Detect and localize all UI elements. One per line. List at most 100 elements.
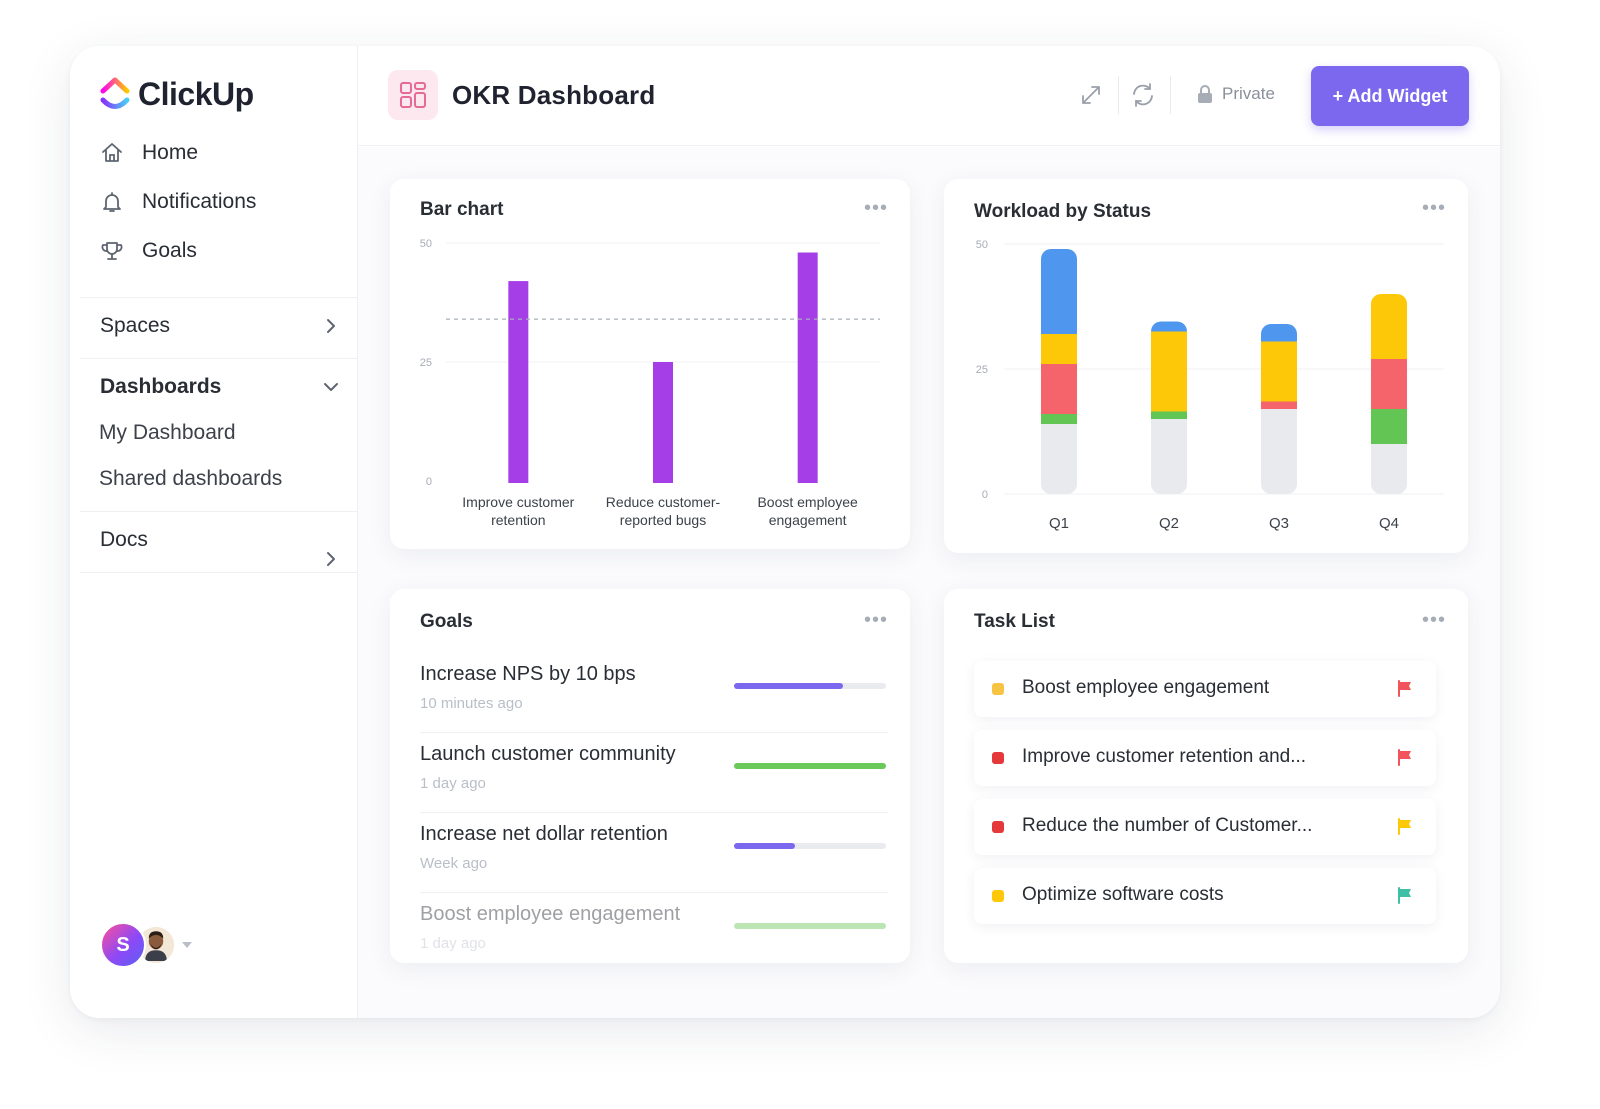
- category-label: Improve customer: [462, 494, 574, 510]
- y-tick-label: 0: [982, 489, 988, 501]
- task-row[interactable]: Reduce the number of Customer...: [974, 799, 1436, 855]
- stacked-bar[interactable]: [1371, 294, 1407, 494]
- bar-segment: [1371, 409, 1407, 444]
- user-switcher[interactable]: S: [100, 922, 192, 968]
- add-widget-button[interactable]: + Add Widget: [1311, 66, 1469, 126]
- bar-chart: 0 25 50 Improve customer retention Reduce cus…: [420, 238, 880, 528]
- category-label: Q4: [1379, 515, 1399, 532]
- nav-notifications-label: Notifications: [142, 190, 257, 213]
- flag-icon[interactable]: [1396, 817, 1414, 835]
- nav-goals[interactable]: Goals: [100, 239, 197, 263]
- flag-icon[interactable]: [1396, 886, 1414, 904]
- bar[interactable]: [653, 362, 673, 483]
- chevron-right-icon: [327, 552, 335, 566]
- category-label: engagement: [769, 512, 847, 528]
- bar-segment: [1041, 249, 1077, 334]
- sidebar-divider: [80, 297, 376, 298]
- dashboards-label: Dashboards: [100, 375, 222, 398]
- stacked-bar[interactable]: [1151, 321, 1187, 495]
- nav-home-label: Home: [142, 141, 199, 164]
- flag-icon[interactable]: [1396, 748, 1414, 766]
- goal-time: 10 minutes ago: [420, 695, 523, 712]
- task-list-card: Task List ••• Boost employee engagement I…: [944, 589, 1468, 963]
- brand-name: ClickUp: [138, 76, 254, 112]
- goal-row[interactable]: Boost employee engagement 1 day ago: [420, 893, 888, 963]
- dashboard-icon: [388, 70, 438, 120]
- bar-segment: [1151, 321, 1187, 332]
- goal-progress-fill: [734, 923, 886, 929]
- y-tick-label: 25: [420, 357, 432, 369]
- sidebar-item-shared-dashboards[interactable]: Shared dashboards: [99, 467, 283, 490]
- status-dot: [992, 821, 1004, 833]
- bar-segment: [1261, 409, 1297, 494]
- header-divider: [1118, 76, 1119, 114]
- bar-chart-title: Bar chart: [420, 199, 504, 220]
- goal-progress-fill: [734, 683, 844, 689]
- bar-chart-card: Bar chart ••• 0 25 50 Improve customer reten…: [390, 179, 910, 549]
- category-label: Reduce customer-: [606, 494, 721, 510]
- more-icon[interactable]: •••: [863, 609, 888, 631]
- more-icon[interactable]: •••: [1421, 197, 1446, 219]
- goal-name: Launch customer community: [420, 743, 676, 765]
- flag-icon[interactable]: [1396, 679, 1414, 697]
- bar[interactable]: [797, 252, 818, 483]
- bar[interactable]: [508, 281, 529, 483]
- task-name: Optimize software costs: [1022, 884, 1224, 905]
- sidebar-docs[interactable]: Docs: [100, 528, 340, 572]
- status-dot: [992, 683, 1004, 695]
- more-icon[interactable]: •••: [1421, 609, 1446, 631]
- docs-label: Docs: [100, 528, 148, 551]
- task-row[interactable]: Boost employee engagement: [974, 661, 1436, 717]
- task-row[interactable]: Improve customer retention and...: [974, 730, 1436, 786]
- bar-segment: [1261, 401, 1297, 409]
- spaces-label: Spaces: [100, 314, 171, 337]
- y-tick-label: 50: [420, 238, 432, 250]
- goal-progress-bar: [734, 843, 886, 849]
- goal-name: Increase net dollar retention: [420, 823, 668, 845]
- bar-segment: [1041, 334, 1077, 364]
- sidebar-spaces[interactable]: Spaces: [100, 314, 340, 338]
- nav-notifications[interactable]: Notifications: [100, 190, 256, 214]
- privacy-label: Private: [1222, 84, 1275, 103]
- refresh-icon[interactable]: [1130, 82, 1156, 108]
- dashboard-content: Bar chart ••• 0 25 50 Improve customer reten…: [358, 147, 1500, 1018]
- stacked-bar[interactable]: [1041, 249, 1077, 494]
- goal-progress-bar: [734, 923, 886, 929]
- goals-title: Goals: [420, 611, 473, 632]
- goal-row[interactable]: Increase NPS by 10 bps 10 minutes ago: [420, 653, 888, 733]
- goal-progress-fill: [734, 843, 795, 849]
- lock-icon: [1198, 85, 1212, 103]
- category-label: Boost employee: [757, 494, 858, 510]
- more-icon[interactable]: •••: [863, 197, 888, 219]
- expand-icon[interactable]: [1078, 82, 1104, 108]
- nav-home[interactable]: Home: [100, 141, 198, 165]
- clickup-logo[interactable]: ClickUp: [100, 76, 254, 113]
- goal-name: Increase NPS by 10 bps: [420, 663, 636, 685]
- avatar: S: [100, 922, 146, 968]
- task-name: Boost employee engagement: [1022, 677, 1270, 698]
- privacy-toggle[interactable]: Private: [1196, 84, 1275, 104]
- category-label: Q2: [1159, 515, 1179, 532]
- header: OKR Dashboard Private + Add Widget: [358, 46, 1500, 146]
- y-tick-label: 0: [426, 476, 432, 488]
- workload-title: Workload by Status: [974, 201, 1152, 222]
- goal-row[interactable]: Increase net dollar retention Week ago: [420, 813, 888, 893]
- sidebar-divider: [80, 511, 376, 512]
- person-avatar-icon: [138, 927, 174, 961]
- chevron-down-icon: [324, 383, 338, 391]
- sidebar-dashboards[interactable]: Dashboards: [100, 375, 340, 399]
- stacked-bar[interactable]: [1261, 324, 1297, 494]
- goal-progress-fill: [734, 763, 886, 769]
- sidebar-item-my-dashboard[interactable]: My Dashboard: [99, 421, 236, 444]
- workload-chart: 0 25 50 Q1 Q2 Q3 Q4: [976, 239, 1444, 532]
- clickup-logo-icon: [100, 77, 130, 109]
- goal-progress-bar: [734, 683, 886, 689]
- task-row[interactable]: Optimize software costs: [974, 868, 1436, 924]
- bar-segment: [1261, 324, 1297, 342]
- goal-row[interactable]: Launch customer community 1 day ago: [420, 733, 888, 813]
- bar-segment: [1041, 424, 1077, 494]
- trophy-icon: [101, 242, 123, 260]
- bar-segment: [1151, 331, 1187, 412]
- goal-time: 1 day ago: [420, 775, 486, 792]
- sidebar-divider: [80, 572, 376, 573]
